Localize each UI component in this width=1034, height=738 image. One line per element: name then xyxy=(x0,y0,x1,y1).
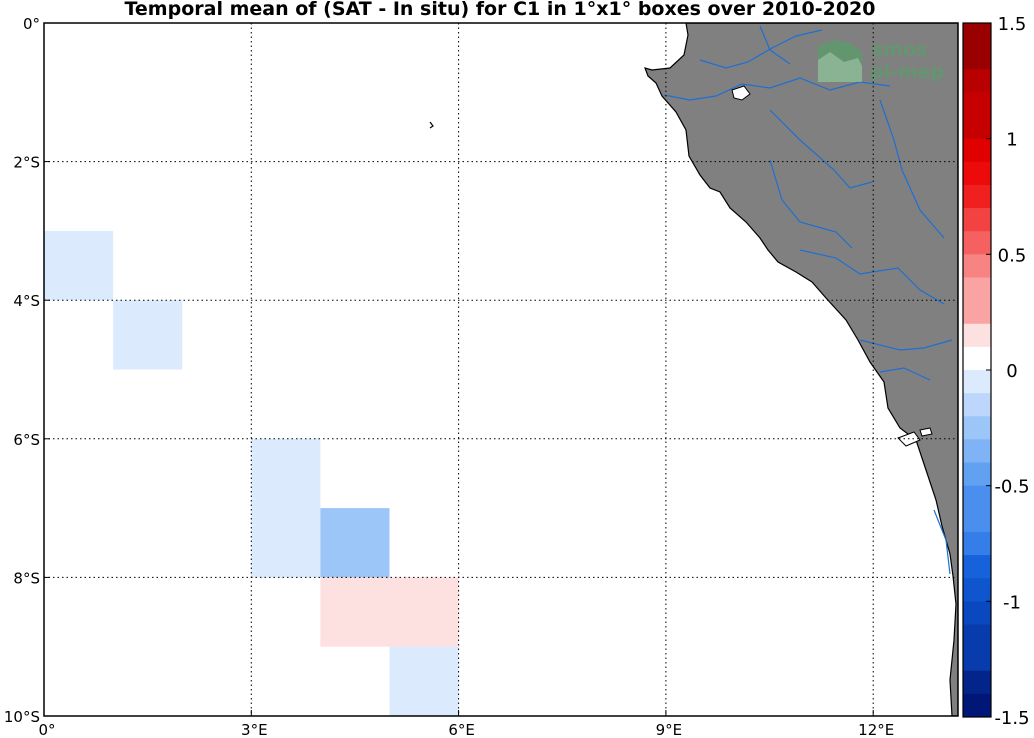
rivers xyxy=(663,25,953,575)
colorbar-tick-label: 1.5 xyxy=(998,14,1027,35)
colorbar-segment xyxy=(963,624,991,649)
data-box xyxy=(320,577,390,647)
colorbar-tick-label: -1.5 xyxy=(994,708,1029,729)
colorbar-segment xyxy=(963,393,991,417)
colorbar-tick-label: 0.5 xyxy=(998,245,1027,266)
colorbar-segment xyxy=(963,46,991,70)
lon-tick-label: 12°E xyxy=(858,721,894,738)
colorbar-segment xyxy=(963,69,991,93)
axis-tick-labels: 0° 3°E 6°E 9°E 12°E 0° 2°S 4°S 6°S 8°S 10°S xyxy=(4,15,894,738)
data-box xyxy=(320,508,390,578)
logo-text-pimep: pi-mep xyxy=(870,61,944,83)
lon-tick-label: 9°E xyxy=(656,721,683,738)
colorbar-segment xyxy=(963,647,991,672)
gridlines xyxy=(44,23,958,716)
land-mass xyxy=(644,23,958,716)
data-box xyxy=(389,577,459,647)
colorbar-tick-label: 1 xyxy=(1006,130,1017,151)
data-box xyxy=(44,230,114,301)
colorbar-segment xyxy=(963,693,991,718)
data-box xyxy=(251,508,321,578)
lon-tick-label: 0° xyxy=(38,721,55,738)
data-box xyxy=(113,300,183,370)
colorbar-tick-label: -1 xyxy=(1003,592,1021,613)
colorbar-segment xyxy=(963,138,991,163)
colorbar-segment xyxy=(963,485,991,510)
colorbar-segment xyxy=(963,555,991,579)
colorbar-segment xyxy=(963,23,991,47)
land-layer xyxy=(429,23,958,716)
colorbar: 1.5 1 0.5 0 -0.5 -1 -1.5 xyxy=(962,14,1030,729)
data-box xyxy=(389,646,459,716)
lat-tick-label: 6°S xyxy=(13,431,40,449)
colorbar-segment xyxy=(963,300,991,325)
colorbar-segment xyxy=(963,161,991,186)
colorbar-segment xyxy=(963,231,991,255)
logo-text-smos: smos xyxy=(872,39,927,61)
lat-tick-label: 0° xyxy=(23,15,40,33)
colorbar-segment xyxy=(963,578,991,602)
colorbar-segment xyxy=(963,277,991,302)
colorbar-segment xyxy=(963,462,991,487)
lon-tick-label: 3°E xyxy=(241,721,268,738)
island xyxy=(429,121,434,129)
colorbar-segment xyxy=(963,531,991,556)
colorbar-segment xyxy=(963,323,991,348)
data-box xyxy=(251,438,321,509)
colorbar-segment xyxy=(963,115,991,140)
colorbar-segment xyxy=(963,254,991,278)
lat-tick-label: 8°S xyxy=(13,569,40,587)
colorbar-segment xyxy=(963,208,991,232)
colorbar-segment xyxy=(963,346,991,371)
colorbar-segment xyxy=(963,601,991,625)
colorbar-segment xyxy=(963,508,991,533)
colorbar-segment xyxy=(963,370,991,394)
lat-tick-label: 4°S xyxy=(13,292,40,310)
colorbar-segment xyxy=(963,184,991,209)
island xyxy=(731,85,751,101)
data-boxes-layer xyxy=(44,230,459,716)
map-title: Temporal mean of (SAT - In situ) for C1 … xyxy=(124,0,876,20)
colorbar-segment xyxy=(963,92,991,117)
lat-tick-label: 2°S xyxy=(13,154,40,172)
map-frame xyxy=(43,22,959,717)
smos-pi-mep-logo: smos pi-mep xyxy=(818,39,944,83)
lon-tick-label: 6°E xyxy=(448,721,475,738)
colorbar-segment xyxy=(963,670,991,695)
colorbar-segment xyxy=(963,416,991,440)
lat-tick-label: 10°S xyxy=(4,708,40,726)
island xyxy=(919,427,933,437)
colorbar-tick-label: 0 xyxy=(1006,361,1017,382)
colorbar-tick-label: -0.5 xyxy=(994,477,1029,498)
colorbar-segment xyxy=(963,439,991,464)
